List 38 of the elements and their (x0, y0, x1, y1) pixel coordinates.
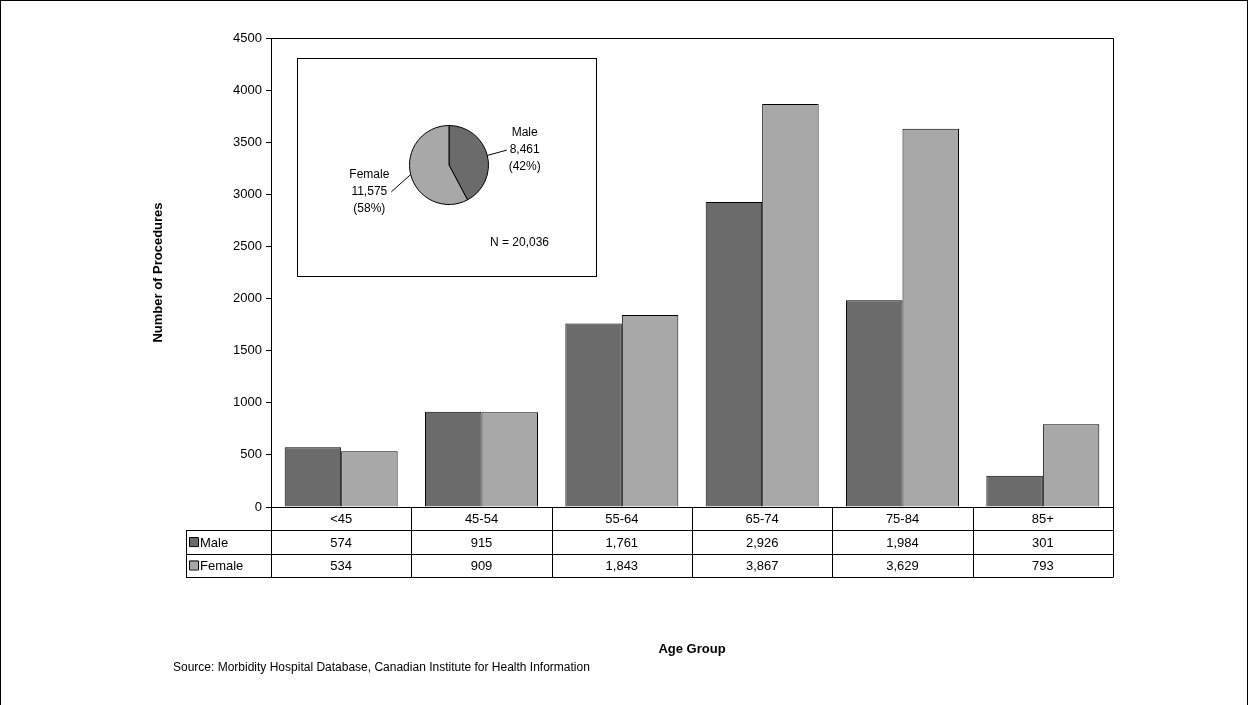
y-tick-label: 2500 (233, 238, 262, 254)
annotation: N = 20,036 (489, 235, 550, 250)
y-tick-label: 1000 (233, 394, 262, 410)
x-tick-label: 55-64 (605, 511, 639, 527)
data-label: 1,984 (886, 534, 919, 550)
x-tick-label: 75-84 (885, 511, 920, 527)
y-tick-label: 4000 (233, 81, 262, 97)
data-label: 3,867 (745, 558, 779, 574)
x-axis-title: Age Group (658, 640, 726, 656)
slice-label: Male (511, 125, 539, 140)
data-label: 915 (470, 534, 493, 550)
y-tick-label: 3000 (233, 185, 262, 201)
data-label: 8,461 (42%) (508, 142, 541, 174)
slice-label: Female (349, 167, 390, 182)
data-label: 1,761 (605, 534, 639, 550)
x-tick-label: 65-74 (745, 511, 779, 527)
x-tick-label: <45 (330, 511, 353, 527)
data-label: 11,575 (58%) (351, 184, 388, 216)
data-label: 909 (470, 558, 493, 574)
data-label: 534 (330, 558, 353, 574)
data-label: 793 (1031, 558, 1054, 574)
y-tick-label: 1500 (233, 342, 262, 358)
y-tick-label: 500 (240, 446, 262, 462)
x-tick-label: 85+ (1031, 511, 1054, 527)
data-label: 3,629 (886, 558, 919, 574)
data-label: 574 (330, 534, 353, 550)
data-label: 2,926 (745, 534, 779, 550)
x-tick-label: 45-54 (464, 511, 499, 527)
legend-label: Male (200, 534, 229, 550)
y-tick-label: 3500 (233, 133, 262, 149)
data-label: 1,843 (605, 558, 639, 574)
y-tick-label: 0 (254, 498, 262, 514)
y-tick-label: 2000 (233, 290, 262, 306)
y-axis-title: Number of Procedures (150, 202, 166, 343)
legend-label: Female (200, 558, 244, 574)
data-label: 301 (1031, 534, 1054, 550)
y-tick-label: 4500 (233, 29, 262, 45)
source-note: Source: Morbidity Hospital Database, Canadian Institute for Health Information (173, 660, 590, 674)
